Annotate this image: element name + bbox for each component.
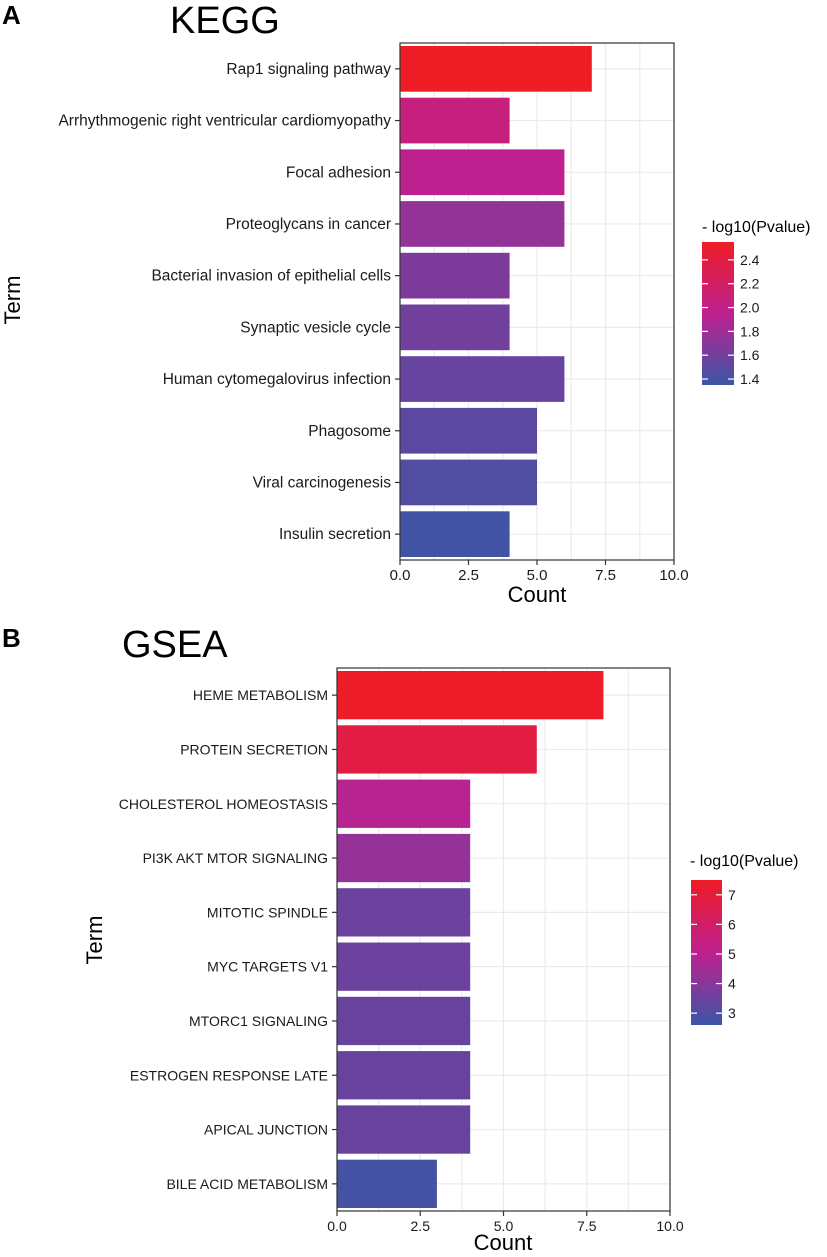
panel-gsea: B GSEA HEME METABOLISM PROTEIN SECRETION C… xyxy=(2,623,799,1255)
panel-kegg: A KEGG Rap1 signaling pathway Arrhythmoge… xyxy=(0,0,811,607)
term-label: BILE ACID METABOLISM xyxy=(166,1176,328,1192)
bar-pi3k-akt-mtor-signaling xyxy=(337,833,471,883)
chart-title: KEGG xyxy=(170,0,280,42)
bar-estrogen-response-late xyxy=(337,1051,471,1100)
color-legend: - log10(Pvalue) 7 6 5 4 3 xyxy=(690,853,799,1025)
term-labels: HEME METABOLISM PROTEIN SECRETION CHOLESTE… xyxy=(119,687,337,1192)
x-tick-label: 5.0 xyxy=(527,567,548,584)
bar-protein-secretion xyxy=(337,725,537,774)
term-label: MTORC1 SIGNALING xyxy=(189,1013,328,1029)
legend-tick-label: 2.2 xyxy=(740,276,760,292)
bar-apical-junction xyxy=(337,1105,471,1154)
term-label: PROTEIN SECRETION xyxy=(180,741,328,757)
bar-proteoglycans-in-cancer xyxy=(400,201,565,247)
bar-mitotic-spindle xyxy=(337,888,471,937)
legend-title: - log10(Pvalue) xyxy=(702,219,811,236)
bar-synaptic-vesicle-cycle xyxy=(400,304,510,351)
legend-tick-label: 6 xyxy=(728,916,736,932)
legend-colorbar xyxy=(702,242,734,385)
bar-bacterial-invasion-of-epithelial-cells xyxy=(400,252,510,299)
x-tick-label: 5.0 xyxy=(494,1218,514,1234)
legend-tick-label: 3 xyxy=(728,1005,736,1021)
panel-label: A xyxy=(2,0,21,30)
legend-tick-label: 1.4 xyxy=(740,371,760,387)
bar-myc-targets-v1 xyxy=(337,942,471,991)
term-label: Bacterial invasion of epithelial cells xyxy=(151,268,391,285)
bar-bile-acid-metabolism xyxy=(337,1159,437,1208)
bar-insulin-secretion xyxy=(400,511,510,557)
legend-tick-label: 1.6 xyxy=(740,347,760,363)
term-label: Rap1 signaling pathway xyxy=(226,61,391,78)
bar-phagosome xyxy=(400,407,537,454)
x-ticks: 0.0 2.5 5.0 7.5 10.0 xyxy=(327,1211,684,1234)
y-axis-title: Term xyxy=(82,916,107,965)
term-label: Arrhythmogenic right ventricular cardiom… xyxy=(58,113,391,130)
term-label: PI3K AKT MTOR SIGNALING xyxy=(143,850,328,866)
term-label: Viral carcinogenesis xyxy=(253,474,392,491)
panel-label: B xyxy=(2,623,21,653)
bars xyxy=(337,671,604,1208)
x-tick-label: 10.0 xyxy=(659,567,688,584)
x-tick-label: 2.5 xyxy=(411,1218,431,1234)
term-label: HEME METABOLISM xyxy=(193,687,328,703)
bars xyxy=(400,46,592,557)
legend-tick-label: 5 xyxy=(728,946,736,962)
bar-viral-carcinogenesis xyxy=(400,459,537,506)
term-label: MYC TARGETS V1 xyxy=(207,959,328,975)
x-axis-title: Count xyxy=(474,1230,533,1255)
x-axis-title: Count xyxy=(508,582,567,607)
legend-tick-label: 4 xyxy=(728,976,736,992)
chart-title: GSEA xyxy=(122,624,228,666)
bar-human-cytomegalovirus-infection xyxy=(400,356,565,402)
term-label: Synaptic vesicle cycle xyxy=(240,319,391,336)
x-tick-label: 7.5 xyxy=(577,1218,597,1234)
x-tick-label: 0.0 xyxy=(327,1218,347,1234)
term-label: MITOTIC SPINDLE xyxy=(207,904,328,920)
bar-mtorc1-signaling xyxy=(337,996,471,1046)
x-tick-label: 7.5 xyxy=(595,567,616,584)
bar-cholesterol-homeostasis xyxy=(337,779,471,828)
term-label: Focal adhesion xyxy=(286,164,391,181)
legend-tick-label: 1.8 xyxy=(740,323,760,339)
x-tick-label: 10.0 xyxy=(656,1218,683,1234)
term-labels: Rap1 signaling pathway Arrhythmogenic rig… xyxy=(58,61,400,543)
x-tick-label: 0.0 xyxy=(390,567,411,584)
legend-tick-label: 7 xyxy=(728,887,736,903)
color-legend: - log10(Pvalue) 2.4 2.2 2.0 1.8 1.6 1.4 xyxy=(702,219,811,387)
term-label: Human cytomegalovirus infection xyxy=(163,371,391,388)
legend-tick-label: 2.0 xyxy=(740,300,760,316)
term-label: Proteoglycans in cancer xyxy=(226,216,391,233)
bar-heme-metabolism xyxy=(337,671,604,720)
y-axis-title: Term xyxy=(0,276,25,325)
legend-tick-label: 2.4 xyxy=(740,252,760,268)
term-label: ESTROGEN RESPONSE LATE xyxy=(130,1067,328,1083)
bar-rap1-signaling-pathway xyxy=(400,46,592,92)
legend-title: - log10(Pvalue) xyxy=(690,853,799,870)
bar-focal-adhesion xyxy=(400,149,565,196)
term-label: Phagosome xyxy=(308,423,391,440)
term-label: APICAL JUNCTION xyxy=(204,1122,328,1138)
legend-colorbar xyxy=(691,880,722,1025)
x-ticks: 0.0 2.5 5.0 7.5 10.0 xyxy=(390,560,689,584)
term-label: Insulin secretion xyxy=(279,526,391,543)
term-label: CHOLESTEROL HOMEOSTASIS xyxy=(119,796,328,812)
bar-arrhythmogenic-right-ventricular-cardiomyopathy xyxy=(400,97,510,144)
x-tick-label: 2.5 xyxy=(458,567,479,584)
